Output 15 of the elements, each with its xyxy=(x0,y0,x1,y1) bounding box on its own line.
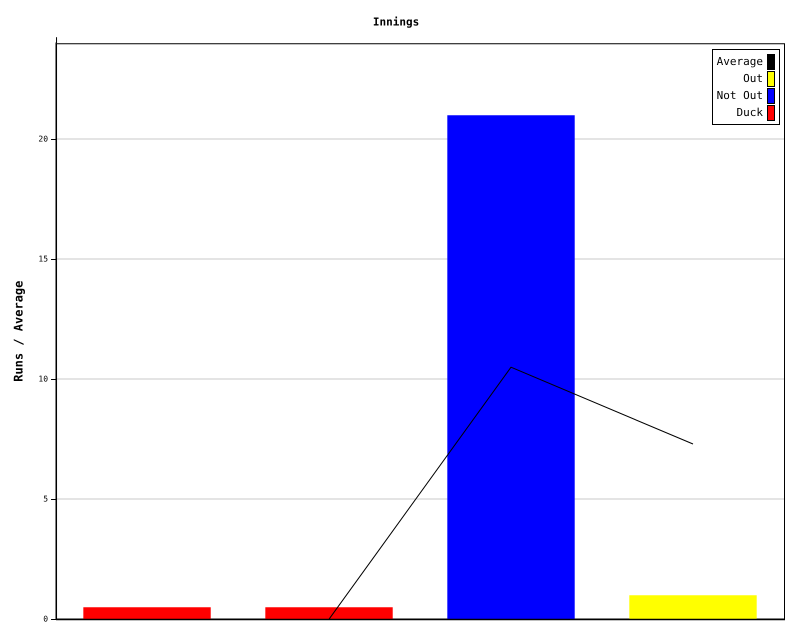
legend-label: Out xyxy=(743,71,763,87)
y-axis-title: Runs / Average xyxy=(11,280,26,382)
y-tick-label: 5 xyxy=(43,494,48,504)
bar xyxy=(629,595,757,619)
y-tick-label: 10 xyxy=(38,374,48,384)
y-tick-label: 20 xyxy=(38,134,48,144)
bar xyxy=(83,607,211,619)
legend-label: Not Out xyxy=(716,88,763,104)
chart-title: Innings xyxy=(372,15,420,28)
y-tick-label: 0 xyxy=(43,614,48,624)
bar xyxy=(447,115,575,619)
y-tick-label: 15 xyxy=(38,254,48,264)
bar xyxy=(265,607,393,619)
legend-label: Average xyxy=(716,54,763,70)
legend-label: Duck xyxy=(736,105,763,121)
